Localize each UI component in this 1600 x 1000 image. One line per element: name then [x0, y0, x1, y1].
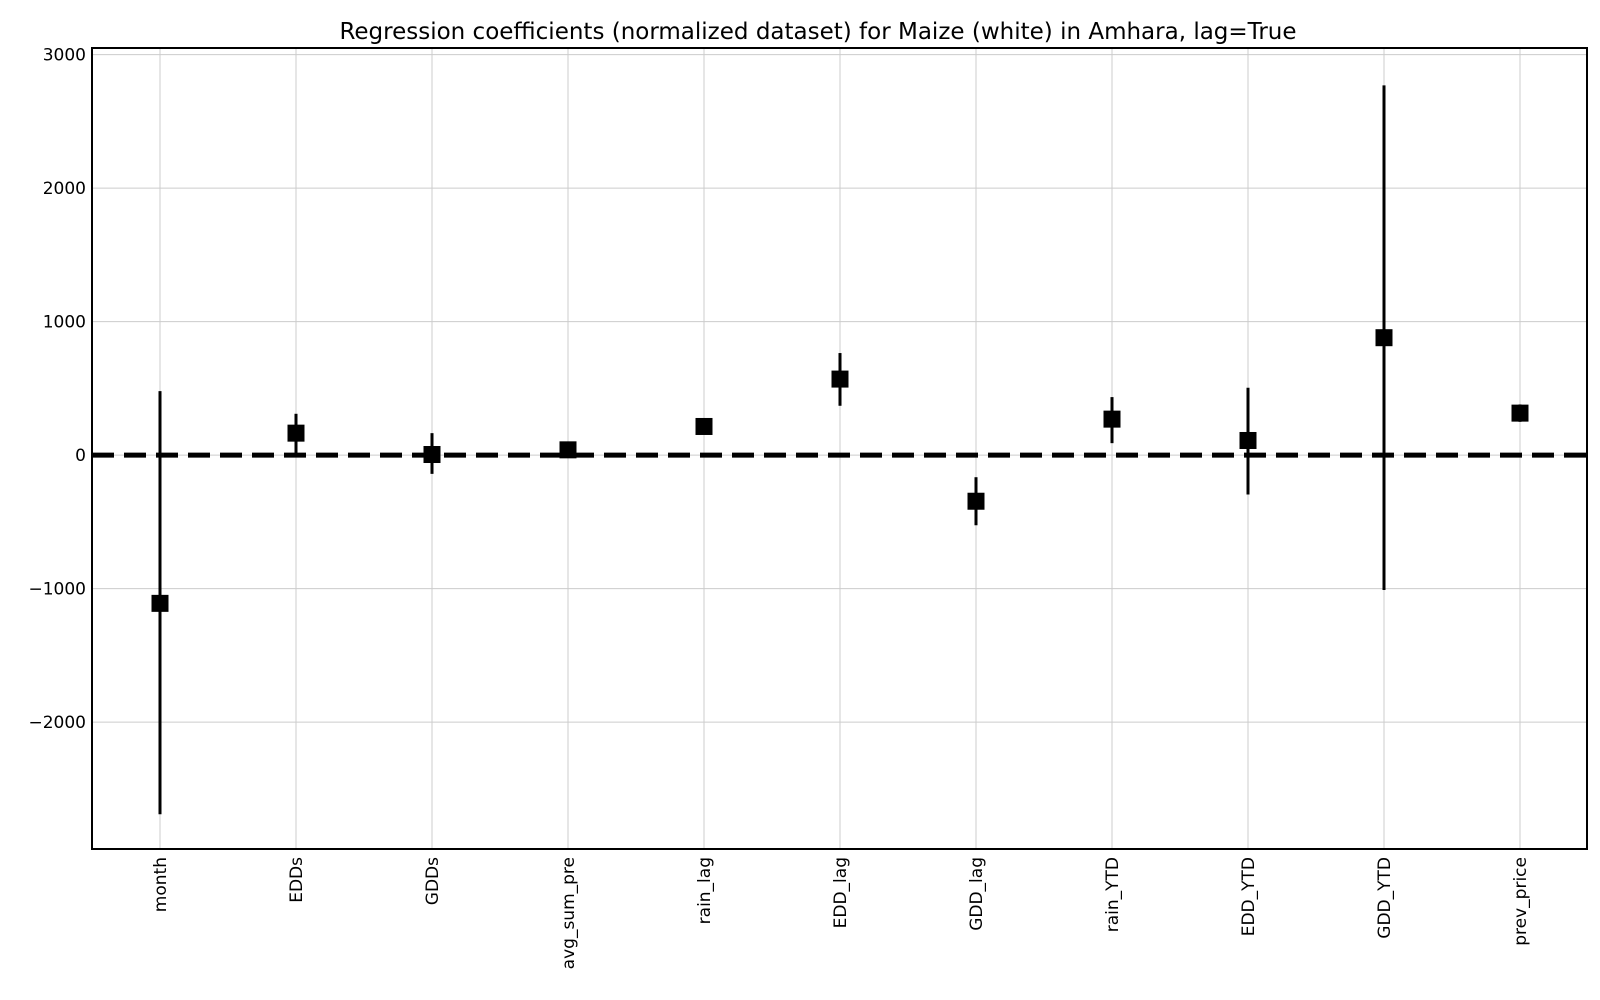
coefficient-marker-EDDs [287, 424, 305, 442]
x-tick-label-GDDs: GDDs [423, 857, 443, 905]
y-tick-label: 1000 [43, 313, 86, 333]
chart-title: Regression coefficients (normalized data… [339, 19, 1296, 45]
x-tick-label-prev_price: prev_price [1511, 857, 1531, 946]
coefficient-marker-GDD_lag [967, 492, 985, 510]
x-tick-label-EDD_YTD: EDD_YTD [1239, 857, 1259, 936]
coefficient-marker-GDDs [423, 446, 441, 464]
x-tick-label-month: month [151, 857, 171, 912]
plot-frame [91, 47, 1588, 850]
x-tick-label-rain_lag: rain_lag [695, 857, 715, 924]
coefficient-marker-month [151, 594, 169, 612]
y-tick-label: −1000 [28, 580, 86, 600]
y-tick-label: 3000 [43, 46, 86, 66]
coefficient-marker-rain_YTD [1103, 410, 1121, 428]
x-tick-label-rain_YTD: rain_YTD [1103, 857, 1123, 932]
x-tick-label-GDD_lag: GDD_lag [967, 857, 987, 931]
x-tick-label-EDDs: EDDs [287, 857, 307, 903]
y-tick-label: 0 [75, 446, 86, 466]
x-tick-label-EDD_lag: EDD_lag [831, 857, 851, 928]
coefficient-marker-avg_sum_pre [559, 441, 577, 459]
coefficient-marker-EDD_YTD [1239, 431, 1257, 449]
coefficient-marker-GDD_YTD [1375, 329, 1393, 347]
x-tick-label-GDD_YTD: GDD_YTD [1375, 857, 1395, 939]
coefficient-marker-EDD_lag [831, 370, 849, 388]
y-tick-label: 2000 [43, 179, 86, 199]
coefficient-marker-prev_price [1511, 404, 1529, 422]
x-tick-label-avg_sum_pre: avg_sum_pre [559, 857, 579, 969]
grid-layer [92, 48, 1587, 849]
marks-layer [151, 85, 1529, 815]
y-tick-label: −2000 [28, 713, 86, 733]
coefficient-marker-rain_lag [695, 417, 713, 435]
axis-layer: 3000 2000 1000 0 −1000 −2000 month EDDs GDDs avg_… [28, 46, 1588, 969]
